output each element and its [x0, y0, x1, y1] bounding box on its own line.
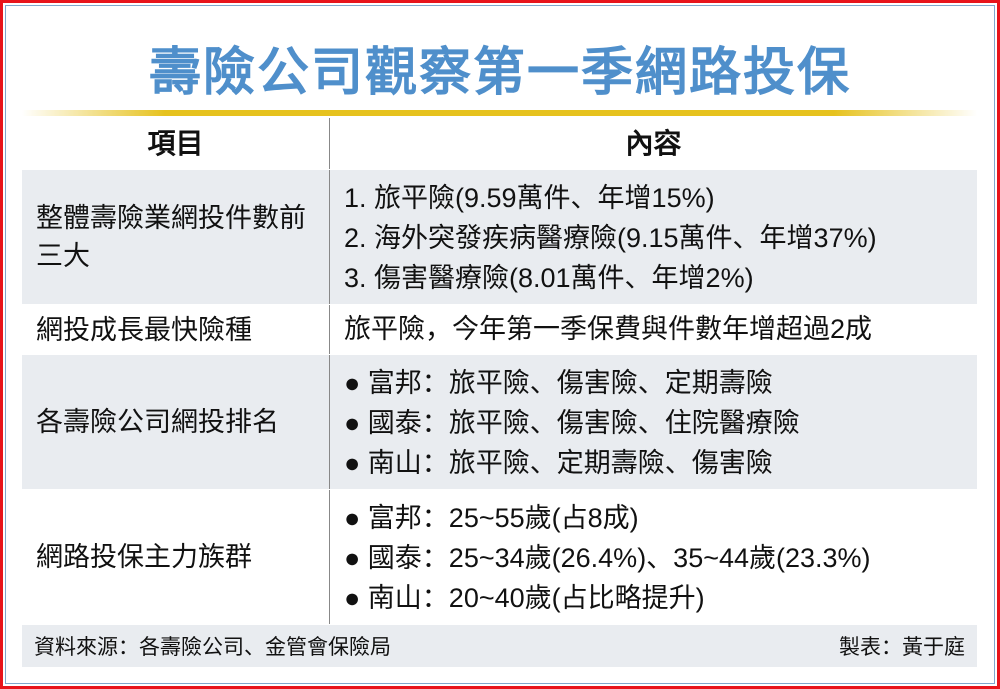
table-row: 整體壽險業網投件數前三大 1. 旅平險(9.59萬件、年增15%) 2. 海外突…: [22, 170, 977, 305]
footer: 資料來源：各壽險公司、金管會保險局 製表：黃于庭: [22, 625, 977, 667]
content-line: ● 富邦：旅平險、傷害險、定期壽險: [344, 368, 773, 398]
content-line: 旅平險，今年第一季保費與件數年增超過2成: [344, 314, 873, 344]
content-line: ● 南山：20~40歲(占比略提升): [344, 583, 705, 613]
content-line: 1. 旅平險(9.59萬件、年增15%): [344, 183, 715, 213]
row-item: 網路投保主力族群: [22, 490, 330, 624]
row-content: ● 富邦：25~55歲(占8成) ● 國泰：25~34歲(26.4%)、35~4…: [330, 490, 977, 624]
row-content: 旅平險，今年第一季保費與件數年增超過2成: [330, 305, 977, 354]
header-content: 內容: [625, 127, 682, 159]
content-line: ● 國泰：旅平險、傷害險、住院醫療險: [344, 408, 800, 438]
row-content: ● 富邦：旅平險、傷害險、定期壽險 ● 國泰：旅平險、傷害險、住院醫療險 ● 南…: [330, 355, 977, 489]
table-row: 各壽險公司網投排名 ● 富邦：旅平險、傷害險、定期壽險 ● 國泰：旅平險、傷害險…: [22, 355, 977, 490]
gold-divider: [22, 110, 977, 116]
page-title: 壽險公司觀察第一季網路投保: [148, 44, 851, 102]
content-line: ● 國泰：25~34歲(26.4%)、35~44歲(23.3%): [344, 543, 871, 573]
row-item: 整體壽險業網投件數前三大: [22, 170, 330, 304]
table-row: 網路投保主力族群 ● 富邦：25~55歲(占8成) ● 國泰：25~34歲(26…: [22, 490, 977, 625]
content-line: 3. 傷害醫療險(8.01萬件、年增2%): [344, 263, 754, 293]
inner-border: [5, 5, 995, 684]
row-item: 各壽險公司網投排名: [22, 355, 330, 489]
table-header: 項目 內容: [22, 118, 977, 170]
content-line: 2. 海外突發疾病醫療險(9.15萬件、年增37%): [344, 223, 877, 253]
row-item: 網投成長最快險種: [22, 305, 330, 354]
content-line: ● 富邦：25~55歲(占8成): [344, 503, 639, 533]
info-table: 項目 內容 整體壽險業網投件數前三大 1. 旅平險(9.59萬件、年增15%) …: [22, 118, 977, 625]
source-note: 資料來源：各壽險公司、金管會保險局: [34, 636, 391, 659]
content-line: ● 南山：旅平險、定期壽險、傷害險: [344, 448, 773, 478]
header-item: 項目: [22, 118, 330, 169]
credit-note: 製表：黃于庭: [839, 636, 965, 659]
row-content: 1. 旅平險(9.59萬件、年增15%) 2. 海外突發疾病醫療險(9.15萬件…: [330, 170, 977, 304]
table-row: 網投成長最快險種 旅平險，今年第一季保費與件數年增超過2成: [22, 305, 977, 355]
